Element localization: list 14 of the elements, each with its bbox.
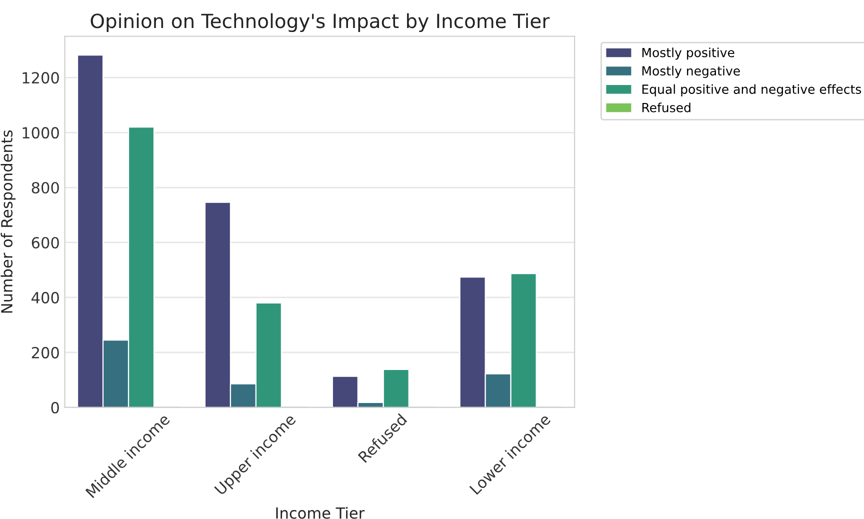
chart-title: Opinion on Technology's Impact by Income Tier: [90, 13, 550, 32]
y-tick-label: 800: [32, 182, 59, 194]
y-tick-label: 600: [32, 236, 59, 249]
y-tick-label: 1000: [22, 127, 59, 139]
legend-label: Mostly negative: [642, 66, 740, 78]
y-tick-label: 400: [32, 292, 59, 304]
legend-label: Mostly positive: [642, 48, 734, 60]
x-axis-title: Income Tier: [276, 506, 365, 519]
legend-label: Equal positive and negative effects: [642, 84, 862, 96]
y-axis-title: Number of Respondents: [0, 130, 16, 313]
y-tick-label: 0: [51, 402, 59, 414]
y-tick-label: 200: [32, 346, 59, 358]
legend-label: Refused: [642, 102, 690, 112]
y-tick-label: 1200: [22, 72, 59, 84]
